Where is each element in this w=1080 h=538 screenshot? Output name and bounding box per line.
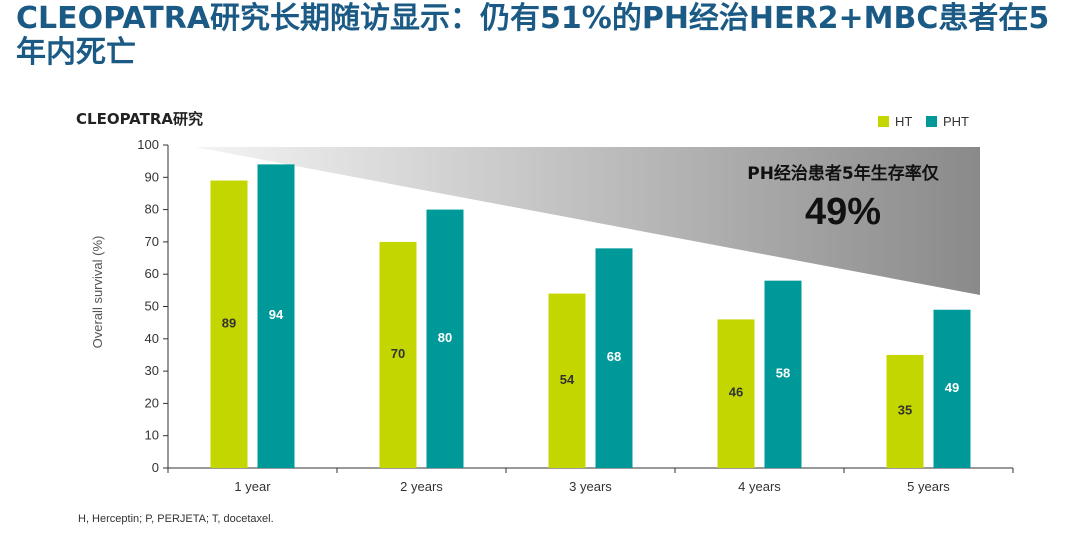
data-label: 49 <box>945 380 959 395</box>
legend: HT PHT <box>878 114 969 129</box>
x-tick-label: 3 years <box>569 479 612 494</box>
x-tick-label: 1 year <box>234 479 271 494</box>
y-tick-label: 70 <box>145 234 159 249</box>
bar-pht <box>257 164 295 468</box>
y-tick-label: 90 <box>145 169 159 184</box>
x-tick-label: 5 years <box>907 479 950 494</box>
data-label: 46 <box>729 385 743 400</box>
bar-pht <box>933 309 971 468</box>
legend-label: PHT <box>943 114 969 129</box>
legend-swatch-pht <box>926 116 937 127</box>
data-label: 35 <box>898 402 912 417</box>
trend-wedge <box>195 147 980 295</box>
y-axis-label: Overall survival (%) <box>90 236 105 349</box>
y-tick-label: 80 <box>145 202 159 217</box>
data-label: 54 <box>560 372 575 387</box>
y-tick-label: 20 <box>145 395 159 410</box>
slide-title: CLEOPATRA研究长期随访显示：仍有51%的PH经治HER2+MBC患者在5… <box>16 1 1050 70</box>
annotation-value: 49% <box>805 191 881 233</box>
bar-pht <box>764 280 802 468</box>
x-tick-label: 2 years <box>400 479 443 494</box>
legend-swatch-ht <box>878 116 889 127</box>
data-label: 68 <box>607 349 621 364</box>
legend-label: HT <box>895 114 912 129</box>
y-tick-label: 30 <box>145 363 159 378</box>
y-tick-label: 50 <box>145 299 159 314</box>
y-tick-label: 10 <box>145 428 159 443</box>
data-label: 89 <box>222 315 236 330</box>
bar-ht <box>717 319 755 468</box>
y-tick-label: 100 <box>137 137 159 152</box>
footnote: H, Herceptin; P, PERJETA; T, docetaxel. <box>78 513 274 525</box>
data-label: 58 <box>776 365 790 380</box>
y-tick-label: 0 <box>152 460 159 475</box>
y-tick-label: 40 <box>145 331 159 346</box>
bar-pht <box>595 248 633 468</box>
y-tick-label: 60 <box>145 266 159 281</box>
annotation-text: PH经治患者5年生存率仅 <box>747 163 940 184</box>
bar-ht <box>210 180 248 468</box>
bar-pht <box>426 209 464 468</box>
bar-ht <box>379 241 417 468</box>
data-label: 94 <box>269 307 284 322</box>
data-label: 80 <box>438 330 452 345</box>
bar-ht <box>886 354 924 468</box>
x-tick-label: 4 years <box>738 479 781 494</box>
data-label: 70 <box>391 346 405 361</box>
chart-title: CLEOPATRA研究 <box>76 110 203 128</box>
bar-ht <box>548 293 586 468</box>
